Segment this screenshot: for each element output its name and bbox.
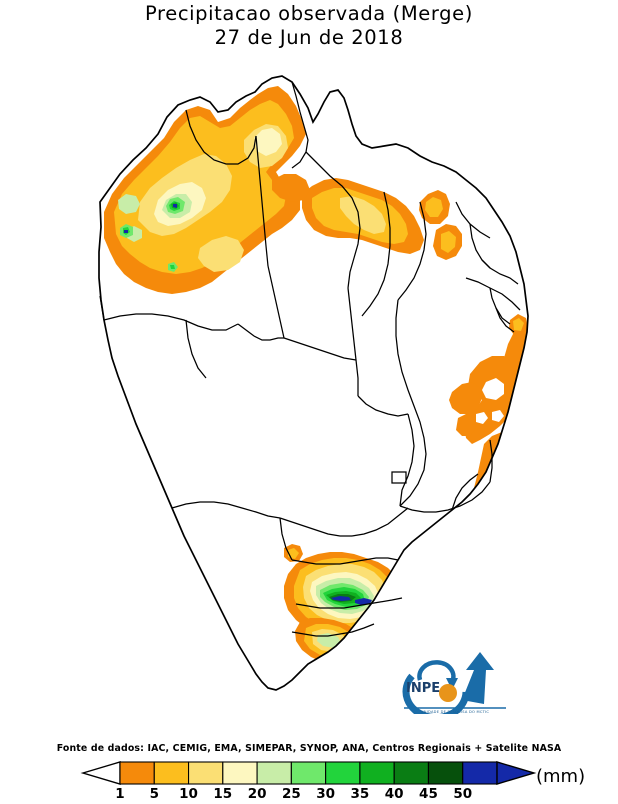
data-source-note: Fonte de dados: IAC, CEMIG, EMA, SIMEPAR… <box>56 743 562 754</box>
colorbar-tick-35: 35 <box>351 786 370 800</box>
logo-inner-arrowhead <box>446 678 458 690</box>
colorbar-tick-20: 20 <box>248 786 267 800</box>
logo-inner-arc <box>417 660 456 684</box>
precipitation-field <box>104 86 528 664</box>
colorbar-tick-25: 25 <box>282 786 301 800</box>
colorbar-tick-15: 15 <box>213 786 232 800</box>
logo-wordmark: INPE <box>406 681 440 696</box>
colorbar-tick-labels: 1 5 10 15 20 25 30 35 40 45 50 <box>115 786 472 802</box>
colorbar-bin-25-30 <box>290 761 327 785</box>
logo-caption: UNIDADE DE PESQUISA DO MCTIC <box>420 710 490 714</box>
colorbar-tick-50: 50 <box>453 786 472 800</box>
colorbar-tick-45: 45 <box>419 786 438 800</box>
colorbar-under-arrow <box>80 761 121 785</box>
colorbar-unit-label: (mm) <box>536 766 586 787</box>
title-line-2: 27 de Jun de 2018 <box>214 25 404 49</box>
colorbar-tick-40: 40 <box>385 786 404 800</box>
colorbar-bin-35-40 <box>359 761 395 785</box>
colorbar-bin-40-45 <box>393 761 429 785</box>
colorbar-bin-5-10 <box>153 761 190 785</box>
logo-arrow-up <box>462 652 494 704</box>
colorbar-tick-1: 1 <box>115 786 124 800</box>
logo-dot <box>439 684 457 702</box>
colorbar-tick-30: 30 <box>316 786 335 800</box>
precip-north-coast <box>272 174 462 260</box>
colorbar-bin-15-20 <box>222 761 258 785</box>
colorbar-over-arrow <box>496 761 537 785</box>
title-line-1: Precipitacao observada (Merge) <box>145 2 473 25</box>
colorbar-bin--50 <box>462 761 498 785</box>
colorbar-bin-10-15 <box>188 761 224 785</box>
colorbar-bin-30-35 <box>325 761 361 785</box>
inpe-logo: INPE <box>396 648 514 722</box>
colorbar-bin-45-50 <box>427 761 464 785</box>
page-title: Precipitacao observada (Merge) 27 de Jun… <box>0 2 618 50</box>
colorbar-tick-10: 10 <box>179 786 198 800</box>
state-boundaries <box>99 81 521 637</box>
colorbar-bin-1-5 <box>119 761 155 785</box>
colorbar-bin-20-25 <box>256 761 292 785</box>
precipitation-colorbar: 1 5 10 15 20 25 30 35 40 45 50 <box>0 760 618 802</box>
colorbar-tick-5: 5 <box>150 786 159 800</box>
colorbar-bins <box>119 761 498 785</box>
brazil-precipitation-map <box>0 52 618 732</box>
